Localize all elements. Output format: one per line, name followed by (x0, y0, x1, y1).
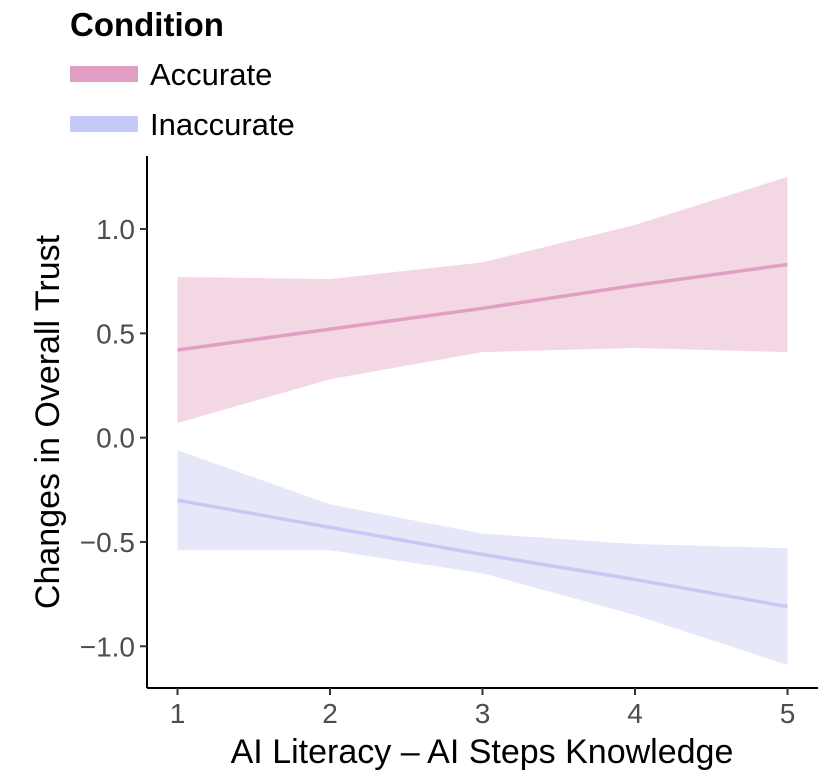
confidence-band-accurate (177, 176, 788, 424)
y-tick-label: −0.5 (80, 527, 135, 558)
legend-swatch-inaccurate (70, 116, 138, 132)
y-tick-label: −1.0 (80, 631, 135, 662)
legend-label-inaccurate: Inaccurate (150, 107, 295, 142)
x-tick-label: 1 (170, 698, 186, 729)
legend: Condition Accurate Inaccurate (70, 6, 295, 142)
x-axis-title: AI Literacy – AI Steps Knowledge (231, 733, 734, 771)
plot-area (177, 176, 788, 666)
x-tick-label: 5 (780, 698, 796, 729)
confidence-band-inaccurate (177, 450, 788, 666)
legend-title: Condition (70, 6, 224, 43)
x-tick-label: 3 (475, 698, 491, 729)
x-tick-label: 4 (627, 698, 643, 729)
legend-swatch-accurate (70, 66, 138, 82)
x-ticks: 1 2 3 4 5 (170, 688, 796, 729)
y-tick-label: 0.5 (96, 318, 135, 349)
axes: 1 2 3 4 5 1.0 0.5 0.0 −0.5 −1.0 (80, 156, 818, 729)
fit-line-inaccurate (177, 498, 788, 609)
y-axis-title: Changes in Overall Trust (29, 234, 67, 609)
y-tick-label: 0.0 (96, 423, 135, 454)
y-tick-label: 1.0 (96, 214, 135, 245)
fit-line-accurate (177, 262, 788, 352)
x-tick-label: 2 (322, 698, 338, 729)
y-ticks: 1.0 0.5 0.0 −0.5 −1.0 (80, 214, 147, 662)
legend-label-accurate: Accurate (150, 57, 272, 92)
